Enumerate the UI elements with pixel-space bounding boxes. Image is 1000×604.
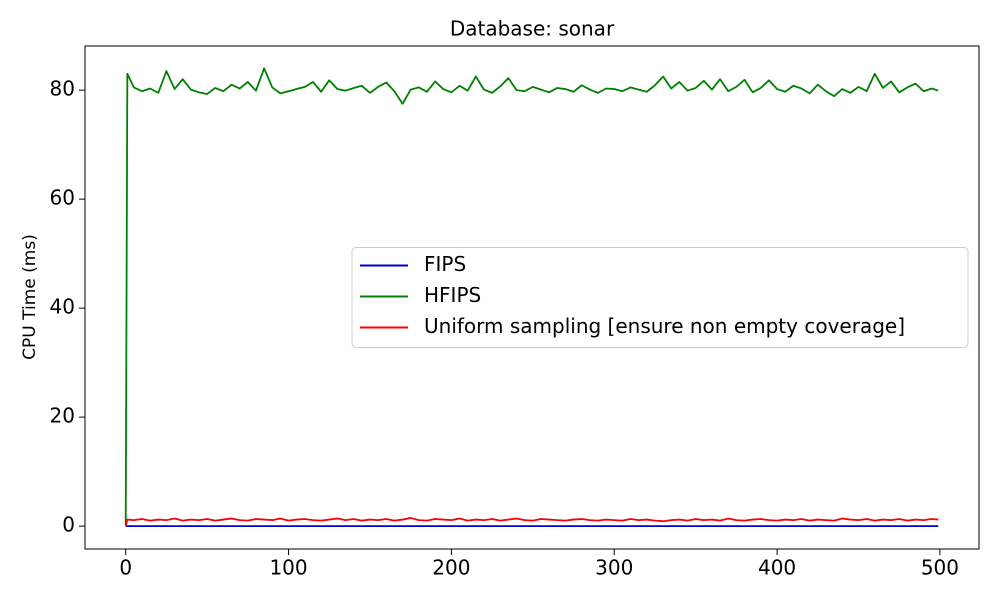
legend-box xyxy=(351,247,969,348)
y-tick-label: 20 xyxy=(50,404,75,428)
plot-frame xyxy=(84,45,980,550)
legend-label: HFIPS xyxy=(424,283,481,307)
x-tick-label: 0 xyxy=(119,556,132,580)
x-tick-label: 500 xyxy=(921,556,959,580)
data-line xyxy=(124,517,939,527)
legend: FIPS HFIPS Uniform sampling [ensure non em… xyxy=(351,247,969,348)
y-tick-label: 80 xyxy=(50,77,75,101)
y-tick-label: 60 xyxy=(50,186,75,210)
x-tick-label: 100 xyxy=(269,556,307,580)
y-tick-label: 0 xyxy=(62,513,75,537)
x-tick-label: 300 xyxy=(595,556,633,580)
x-tick-label: 400 xyxy=(758,556,796,580)
data-line xyxy=(124,67,939,527)
y-tick-label: 40 xyxy=(50,295,75,319)
chart-title: Database: sonar xyxy=(450,17,615,41)
y-axis-label: CPU Time (ms) xyxy=(20,234,40,360)
x-tick-label: 200 xyxy=(432,556,470,580)
legend-label: FIPS xyxy=(424,252,466,276)
legend-label: Uniform sampling [ensure non empty cover… xyxy=(424,314,905,338)
